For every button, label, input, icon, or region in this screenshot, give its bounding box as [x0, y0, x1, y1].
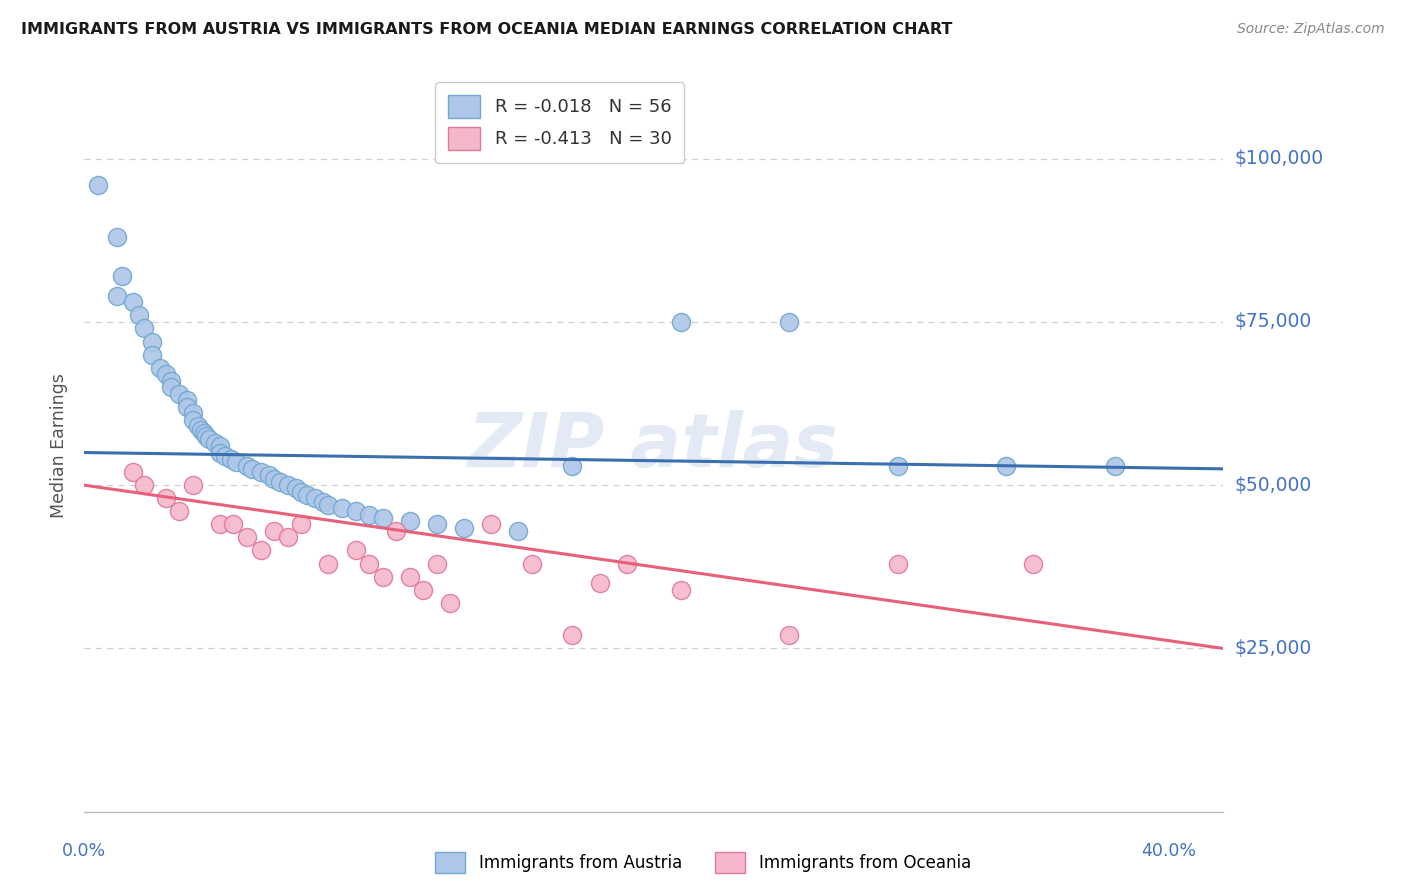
- Point: [295, 488, 318, 502]
- Point: [561, 628, 583, 642]
- Point: [1022, 557, 1045, 571]
- Text: $50,000: $50,000: [1234, 475, 1312, 495]
- Point: [208, 517, 231, 532]
- Point: [439, 596, 461, 610]
- Point: [236, 458, 259, 473]
- Point: [284, 482, 307, 496]
- Point: [669, 315, 692, 329]
- Point: [132, 321, 155, 335]
- Point: [385, 524, 408, 538]
- Y-axis label: Median Earnings: Median Earnings: [51, 374, 69, 518]
- Point: [187, 419, 209, 434]
- Legend: R = -0.018   N = 56, R = -0.413   N = 30: R = -0.018 N = 56, R = -0.413 N = 30: [434, 82, 685, 162]
- Point: [160, 374, 183, 388]
- Point: [778, 628, 800, 642]
- Point: [198, 433, 221, 447]
- Point: [398, 569, 420, 583]
- Point: [426, 557, 449, 571]
- Point: [398, 514, 420, 528]
- Point: [122, 295, 145, 310]
- Point: [155, 367, 177, 381]
- Point: [193, 425, 215, 440]
- Point: [277, 478, 299, 492]
- Point: [312, 494, 335, 508]
- Point: [249, 465, 271, 479]
- Point: [412, 582, 434, 597]
- Point: [141, 334, 163, 349]
- Point: [669, 582, 692, 597]
- Point: [778, 315, 800, 329]
- Text: ZIP atlas: ZIP atlas: [468, 409, 839, 483]
- Text: $75,000: $75,000: [1234, 312, 1312, 332]
- Point: [208, 439, 231, 453]
- Point: [561, 458, 583, 473]
- Point: [208, 445, 231, 459]
- Point: [616, 557, 638, 571]
- Point: [222, 517, 245, 532]
- Point: [141, 347, 163, 362]
- Point: [508, 524, 530, 538]
- Point: [122, 465, 145, 479]
- Point: [453, 521, 475, 535]
- Text: 0.0%: 0.0%: [62, 842, 107, 860]
- Point: [330, 501, 353, 516]
- Point: [87, 178, 110, 192]
- Point: [1104, 458, 1126, 473]
- Point: [149, 360, 172, 375]
- Point: [169, 386, 191, 401]
- Point: [155, 491, 177, 506]
- Text: $25,000: $25,000: [1234, 639, 1312, 658]
- Point: [263, 524, 285, 538]
- Point: [204, 435, 226, 450]
- Point: [242, 462, 264, 476]
- Point: [588, 576, 610, 591]
- Point: [359, 508, 381, 522]
- Point: [269, 475, 291, 489]
- Point: [304, 491, 326, 506]
- Point: [344, 543, 367, 558]
- Point: [214, 449, 236, 463]
- Point: [190, 423, 212, 437]
- Point: [995, 458, 1018, 473]
- Point: [236, 530, 259, 544]
- Point: [105, 230, 128, 244]
- Point: [249, 543, 271, 558]
- Point: [263, 472, 285, 486]
- Point: [176, 400, 198, 414]
- Point: [318, 557, 340, 571]
- Point: [887, 557, 910, 571]
- Point: [181, 413, 204, 427]
- Point: [176, 393, 198, 408]
- Point: [371, 511, 394, 525]
- Text: 40.0%: 40.0%: [1142, 842, 1197, 860]
- Point: [225, 455, 247, 469]
- Point: [132, 478, 155, 492]
- Point: [290, 517, 312, 532]
- Point: [887, 458, 910, 473]
- Point: [111, 269, 134, 284]
- Point: [257, 468, 280, 483]
- Legend: Immigrants from Austria, Immigrants from Oceania: Immigrants from Austria, Immigrants from…: [429, 846, 977, 880]
- Point: [520, 557, 543, 571]
- Point: [195, 429, 218, 443]
- Point: [181, 478, 204, 492]
- Point: [181, 406, 204, 420]
- Point: [169, 504, 191, 518]
- Point: [318, 498, 340, 512]
- Point: [219, 452, 242, 467]
- Point: [160, 380, 183, 394]
- Text: Source: ZipAtlas.com: Source: ZipAtlas.com: [1237, 22, 1385, 37]
- Text: $100,000: $100,000: [1234, 149, 1323, 169]
- Point: [128, 309, 150, 323]
- Point: [426, 517, 449, 532]
- Point: [359, 557, 381, 571]
- Point: [277, 530, 299, 544]
- Point: [371, 569, 394, 583]
- Point: [344, 504, 367, 518]
- Point: [105, 289, 128, 303]
- Point: [290, 484, 312, 499]
- Text: IMMIGRANTS FROM AUSTRIA VS IMMIGRANTS FROM OCEANIA MEDIAN EARNINGS CORRELATION C: IMMIGRANTS FROM AUSTRIA VS IMMIGRANTS FR…: [21, 22, 952, 37]
- Point: [479, 517, 502, 532]
